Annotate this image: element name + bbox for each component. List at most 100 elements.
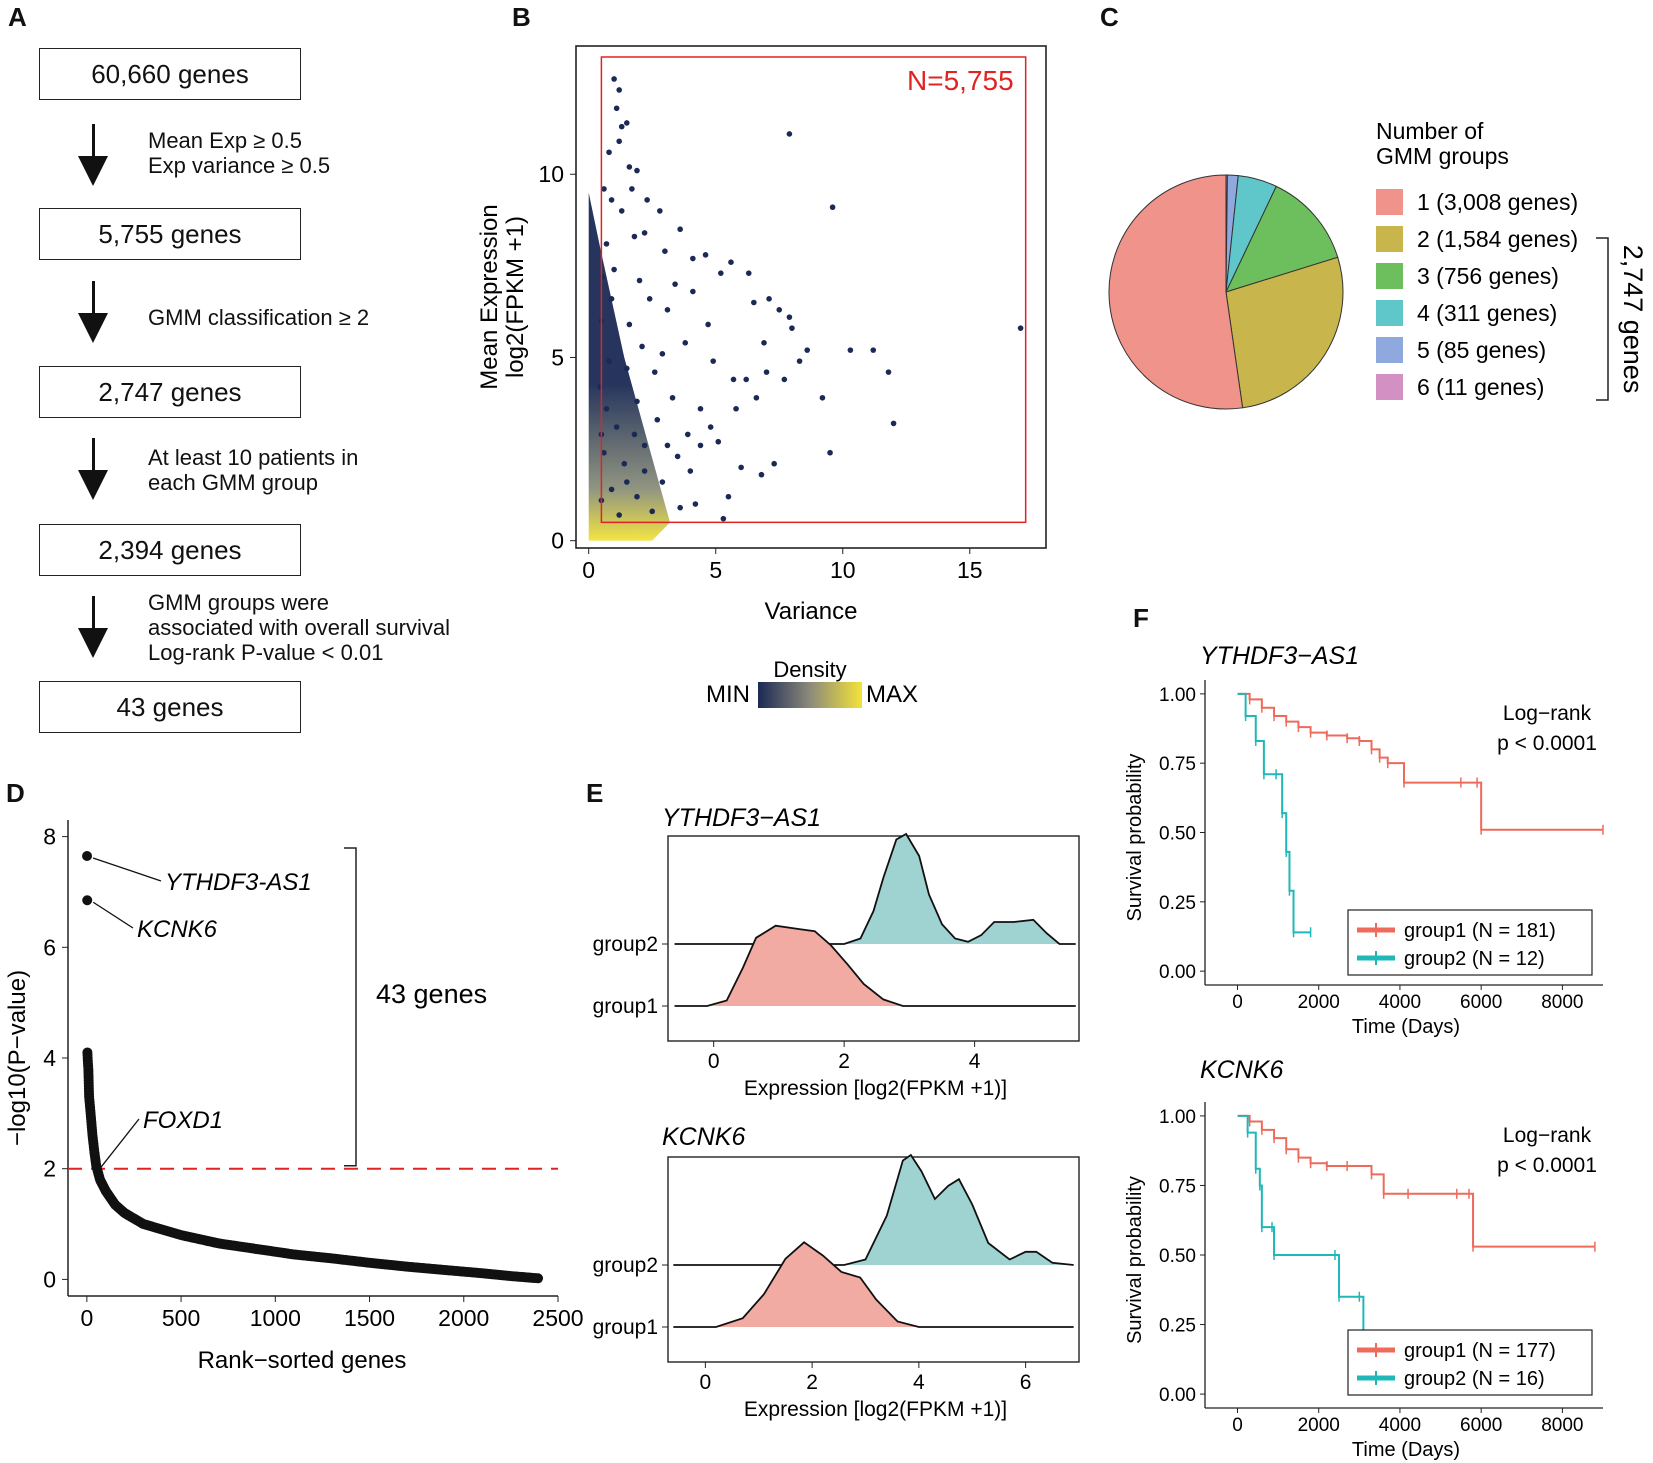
gene-point: [177, 1230, 188, 1241]
gene-point: [82, 1055, 93, 1066]
scatter-point: [613, 105, 620, 112]
gene-point: [296, 1250, 307, 1261]
gene-point: [235, 1241, 246, 1252]
gene-point: [415, 1262, 426, 1273]
panel-letter-d: D: [6, 778, 25, 808]
gene-point: [251, 1243, 262, 1254]
gene-point: [162, 1226, 173, 1237]
gene-point: [172, 1229, 183, 1240]
gene-point: [158, 1225, 169, 1236]
gene-point: [357, 1256, 367, 1267]
gene-point: [82, 850, 93, 861]
gene-point: [226, 1240, 237, 1251]
logrank-pvalue: p < 0.0001: [1497, 732, 1597, 755]
panel-letter-f: F: [1133, 603, 1149, 633]
gene-point: [432, 1264, 443, 1275]
gene-point: [194, 1234, 205, 1245]
scatter-point: [684, 431, 691, 438]
x-tick-label: 8000: [1541, 992, 1583, 1013]
pie-legend-swatch: [1376, 189, 1403, 215]
flow-step-3-line-1: At least 10 patients in: [148, 445, 359, 470]
gene-point: [485, 1269, 496, 1280]
gene-point: [85, 1105, 96, 1116]
gene-point: [300, 1250, 311, 1261]
x-axis-label: Variance: [765, 598, 858, 625]
scatter-point: [789, 325, 795, 331]
flow-step-4-line-1: GMM groups were: [148, 590, 329, 615]
gene-point: [87, 1133, 98, 1144]
y-axis-label-line: Mean Expression: [476, 204, 503, 389]
gene-point: [97, 1179, 108, 1190]
gene-point: [90, 1156, 101, 1167]
gene-point: [193, 1233, 204, 1244]
gene-point: [527, 1272, 538, 1283]
gene-point: [265, 1246, 276, 1257]
gene-point: [273, 1247, 283, 1258]
flow-box-2: 5,755 genes: [39, 208, 301, 260]
gene-point: [191, 1233, 202, 1244]
gene-point: [341, 1255, 352, 1266]
y-tick-label: 0: [43, 1266, 56, 1292]
x-tick-label: 1000: [250, 1305, 301, 1331]
gene-point: [217, 1238, 228, 1249]
gene-point: [198, 1235, 209, 1246]
flow-box-4: 2,394 genes: [39, 524, 301, 576]
x-tick-label: 15: [957, 557, 983, 583]
scatter-point: [669, 394, 676, 401]
scatter-point: [890, 420, 897, 427]
gene-point: [87, 1127, 98, 1138]
flow-step-1: Mean Exp ≥ 0.5 Exp variance ≥ 0.5: [148, 128, 330, 178]
gene-point: [364, 1257, 375, 1268]
gene-point: [138, 1219, 149, 1230]
gene-point: [298, 1250, 309, 1261]
gene-point: [116, 1205, 127, 1216]
y-axis-label: −log10(P−value): [4, 970, 31, 1146]
scatter-point: [781, 376, 788, 383]
gene-point: [125, 1211, 136, 1222]
y-axis-label: Survival probability: [1124, 754, 1146, 922]
gene-point: [85, 1111, 96, 1122]
gene-point: [122, 1209, 133, 1220]
x-axis-label: Expression [log2(FPKM +1)]: [744, 1398, 1007, 1421]
gene-point: [396, 1261, 407, 1272]
km-legend-box: [1347, 1329, 1593, 1396]
gene-point: [292, 1249, 303, 1260]
gene-point: [82, 895, 93, 906]
gene-point: [196, 1234, 207, 1245]
scatter-point: [606, 358, 612, 364]
gene-point: [129, 1213, 140, 1224]
scatter-point: [641, 442, 648, 449]
gene-point: [428, 1263, 439, 1274]
logrank-label: Log−rank: [1503, 702, 1592, 725]
pie-legend-swatch: [1376, 337, 1403, 363]
gene-point: [271, 1246, 282, 1257]
pie-legend-label: 1 (3,008 genes): [1417, 189, 1578, 215]
gene-point: [323, 1252, 334, 1263]
gene-point: [324, 1253, 335, 1264]
gene-point: [294, 1250, 305, 1261]
density-line-group2: [674, 832, 1076, 945]
scatter-point: [618, 208, 625, 214]
scatter-point: [608, 486, 615, 493]
logrank-pvalue: p < 0.0001: [1497, 1154, 1597, 1177]
pie-legend-swatch: [1376, 226, 1403, 252]
scatter-point: [697, 442, 704, 449]
gene-point: [131, 1214, 142, 1225]
scatter-point: [601, 186, 607, 192]
gene-point: [479, 1268, 490, 1279]
scatter-point: [715, 438, 722, 445]
gene-point: [383, 1259, 394, 1270]
gene-point: [283, 1248, 294, 1259]
gene-point: [407, 1262, 418, 1273]
gene-point: [108, 1196, 119, 1207]
gene-point: [86, 1122, 97, 1133]
pie-legend-label: 2 (1,584 genes): [1417, 226, 1578, 252]
gene-point: [246, 1243, 257, 1254]
scatter-point: [687, 468, 694, 474]
gene-point: [308, 1251, 318, 1262]
gene-point: [321, 1252, 332, 1263]
gene-point: [390, 1260, 401, 1271]
gene-point: [206, 1236, 217, 1247]
gene-point: [531, 1273, 542, 1284]
gene-point: [406, 1261, 416, 1272]
